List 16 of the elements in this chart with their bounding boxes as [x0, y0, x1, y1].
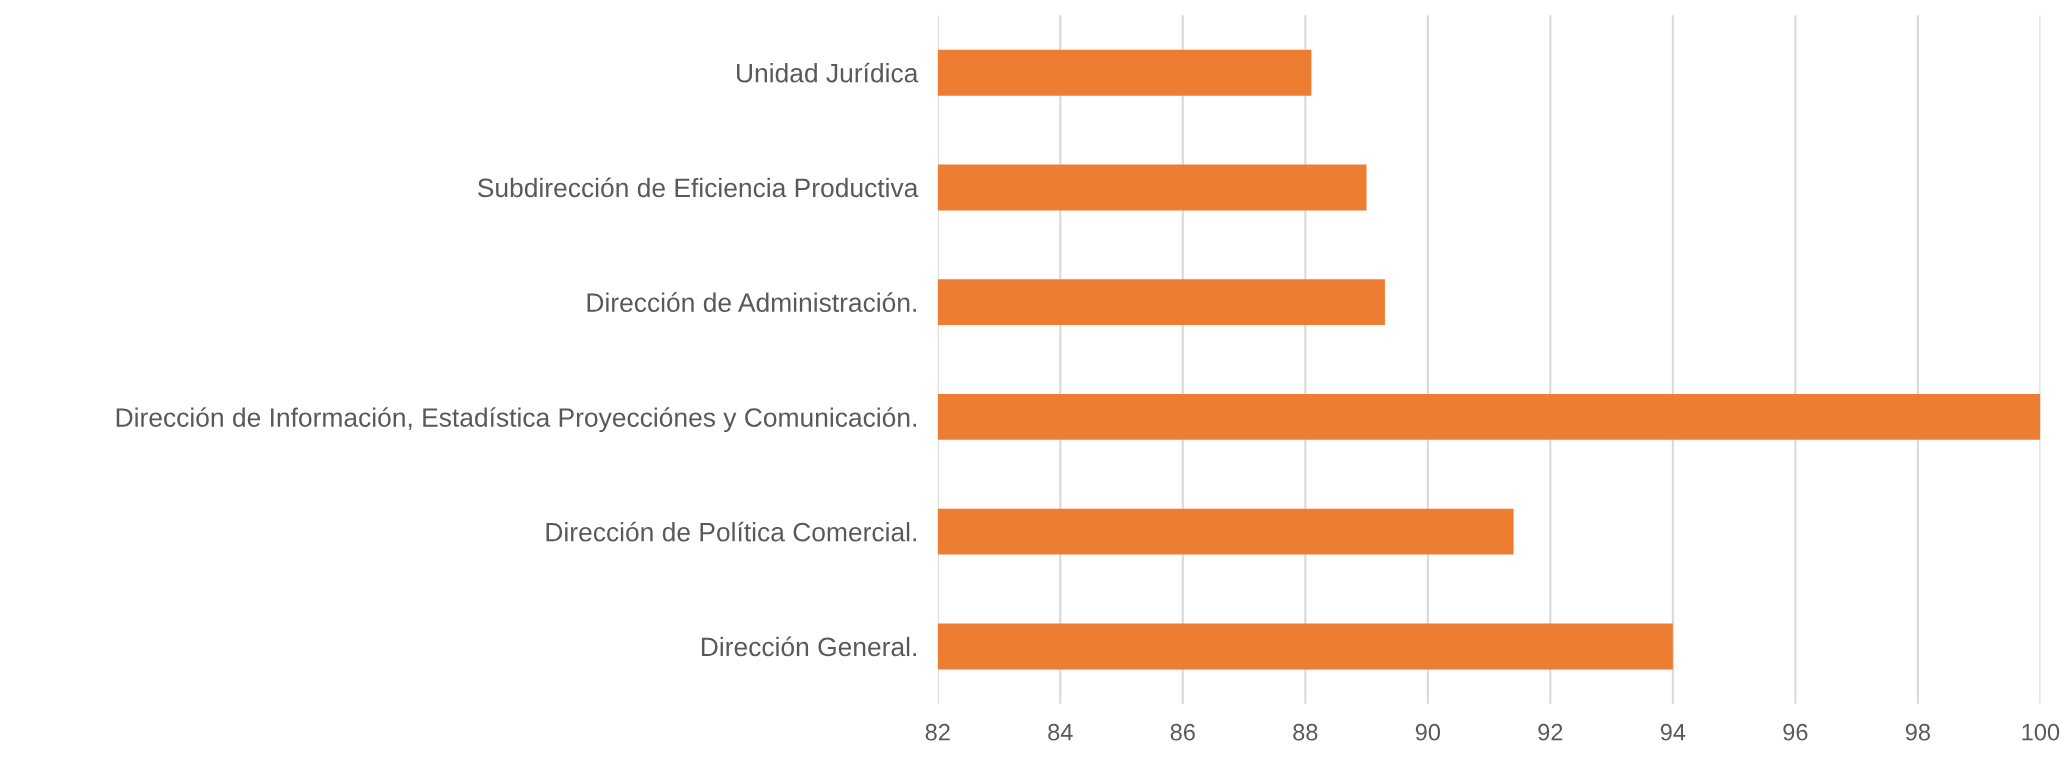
x-tick-label: 92: [1538, 723, 1563, 741]
x-tick-label: 90: [1415, 723, 1441, 741]
x-tick-label: 88: [1293, 723, 1318, 741]
y-tick-label: Unidad Jurídica: [737, 62, 919, 83]
y-tick-label: Dirección de Información, Estadística Proyecciónes y Comunicación.: [116, 407, 916, 433]
x-tick-label: 82: [925, 723, 950, 741]
x-tick-label: 98: [1905, 723, 1930, 741]
x-tick-label: 100: [2022, 723, 2060, 741]
x-tick-label: 84: [1048, 723, 1073, 741]
y-tick-label: Subdirección de Eficiencia Productiva: [478, 177, 919, 198]
y-tick-label: Dirección de Administración.: [587, 292, 916, 312]
x-tick-label: 96: [1783, 723, 1808, 741]
y-tick-label: Dirección de Política Comercial.: [546, 521, 916, 542]
y-tick-label: Dirección General.: [701, 636, 916, 657]
x-tick-label: 94: [1660, 723, 1686, 741]
x-tick-label: 86: [1170, 723, 1195, 741]
